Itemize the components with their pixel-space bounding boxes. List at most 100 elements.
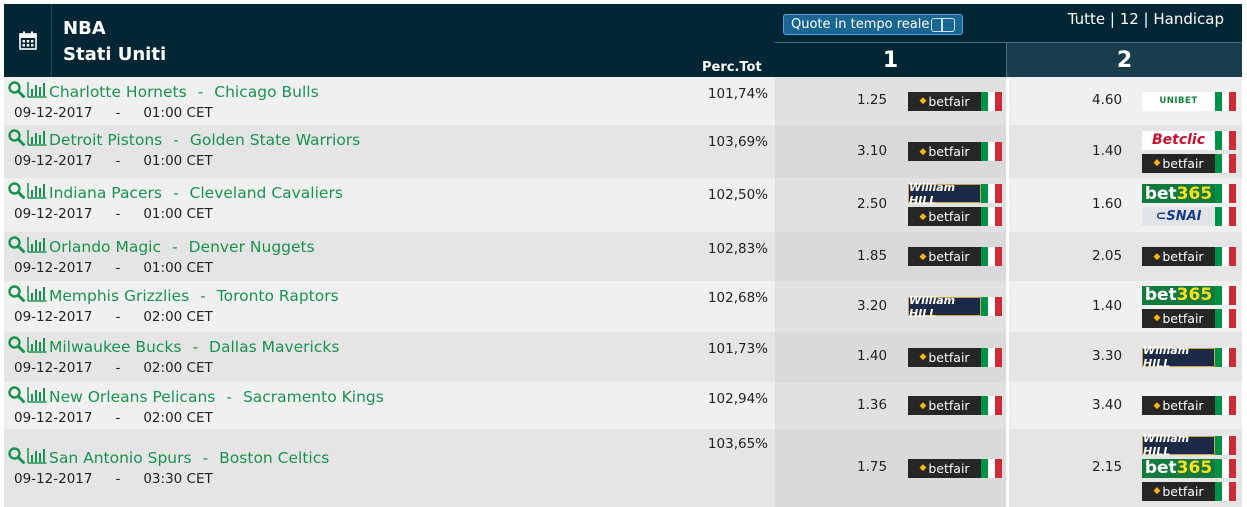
away-team-link[interactable]: Sacramento Kings [242,387,384,406]
home-team-link[interactable]: Memphis Grizzlies [49,286,190,305]
bookmaker-badge[interactable]: ◆ betfair [1142,396,1236,415]
market-filters[interactable]: Tutte | 12 | Handicap [1067,10,1224,28]
search-icon[interactable] [8,81,25,102]
odd-home[interactable]: 1.85 [857,247,888,264]
william-hill-logo: William HILL [1142,344,1215,370]
match-teams: Indiana Pacers - Cleveland Cavaliers [8,182,343,203]
odd-home[interactable]: 3.10 [857,142,888,159]
search-icon[interactable] [8,285,25,306]
column-header-1[interactable]: 1 [775,42,1007,78]
home-team-link[interactable]: Milwaukee Bucks [49,337,182,356]
bookmaker-badge[interactable]: William HILL [1142,344,1236,370]
away-team-link[interactable]: Chicago Bulls [214,82,319,101]
match-row[interactable]: New Orleans Pelicans - Sacramento Kings 09-… [4,382,1242,429]
betfair-logo: ◆ betfair [1142,396,1215,415]
bookmaker-badge[interactable]: ◆ betfair [908,458,1002,478]
odd-home[interactable]: 3.20 [857,297,888,314]
live-odds-toggle[interactable]: Quote in tempo reale [783,14,963,35]
stats-icon[interactable] [27,81,47,102]
match-row[interactable]: Milwaukee Bucks - Dallas Mavericks 09-12-20… [4,332,1242,382]
odd-away[interactable]: 3.40 [1092,396,1123,413]
away-team-link[interactable]: Denver Nuggets [188,237,315,256]
away-team-link[interactable]: Golden State Warriors [189,130,361,149]
bookmaker-badge[interactable]: bet 365 [1142,184,1236,204]
home-team-link[interactable]: San Antonio Spurs [49,448,192,467]
bookmaker-badge[interactable]: UNIBET [1142,91,1236,111]
column-header-2[interactable]: 2 [1007,42,1242,78]
toggle-icon[interactable] [931,18,955,32]
stats-icon[interactable] [27,447,47,468]
odd-away[interactable]: 3.30 [1092,348,1123,364]
stats-icon[interactable] [27,182,47,203]
stats-icon[interactable] [27,236,47,257]
italy-flag-icon [981,458,1002,478]
match-row[interactable]: Detroit Pistons - Golden State Warriors 09-… [4,125,1242,178]
bookmaker-badge[interactable]: ◆ betfair [908,91,1002,111]
search-icon[interactable] [8,336,25,357]
odd-away[interactable]: 4.60 [1092,92,1123,108]
odd-away[interactable]: 2.05 [1092,247,1123,264]
odd-away[interactable]: 1.40 [1092,142,1123,159]
odd-home[interactable]: 1.25 [857,92,888,108]
away-team-link[interactable]: Boston Celtics [219,448,330,467]
match-time: 01:00 CET [143,206,213,222]
away-team-link[interactable]: Cleveland Cavaliers [189,183,343,202]
home-team-link[interactable]: Charlotte Hornets [49,82,187,101]
bookmaker-badge[interactable]: ◆ betfair [1142,247,1236,266]
match-row[interactable]: Memphis Grizzlies - Toronto Raptors 09-12-2… [4,281,1242,332]
payout-percentage: 102,50% [707,187,768,203]
home-team-link[interactable]: Orlando Magic [49,237,161,256]
match-date: 09-12-2017 [14,309,93,325]
home-team-link[interactable]: Detroit Pistons [49,130,163,149]
match-time: 02:00 CET [143,360,213,376]
bookmaker-badge[interactable]: William HILL [908,294,1002,320]
odd-home[interactable]: 1.75 [857,459,888,475]
search-icon[interactable] [8,129,25,150]
bookmaker-badge[interactable]: ◆ betfair [908,347,1002,367]
away-team-link[interactable]: Toronto Raptors [216,286,339,305]
stats-icon[interactable] [27,129,47,150]
away-team-link[interactable]: Dallas Mavericks [209,337,340,356]
bookmaker-badge[interactable]: Betclic [1142,130,1236,150]
team-separator: - [192,337,199,356]
home-team-link[interactable]: Indiana Pacers [49,183,162,202]
bookmaker-badge[interactable]: ◆ betfair [1142,308,1236,328]
match-row[interactable]: Charlotte Hornets - Chicago Bulls 09-12-201… [4,77,1242,125]
odd-away[interactable]: 1.60 [1092,196,1123,212]
stats-icon[interactable] [27,336,47,357]
bookmaker-badge[interactable]: ◆ betfair [908,142,1002,161]
bookmaker-badge[interactable]: William HILL [908,181,1002,207]
stats-icon[interactable] [27,386,47,407]
search-icon[interactable] [8,447,25,468]
unibet-logo: UNIBET [1142,91,1215,111]
bookmaker-badge[interactable]: ◆ betfair [908,207,1002,226]
bookmaker-badge[interactable]: ⊂SNAI [1142,207,1236,226]
match-row[interactable]: Indiana Pacers - Cleveland Cavaliers 09-12-… [4,178,1242,232]
bookmaker-badge[interactable]: bet 365 [1142,458,1236,478]
bookmaker-badge[interactable]: bet 365 [1142,285,1236,305]
search-icon[interactable] [8,236,25,257]
match-row[interactable]: San Antonio Spurs - Boston Celtics 09-12-20… [4,429,1242,507]
bookmaker-badge[interactable]: ◆ betfair [908,247,1002,266]
match-datetime: 09-12-2017 - 02:00 CET [14,309,213,325]
match-row[interactable]: Orlando Magic - Denver Nuggets 09-12-2017-0… [4,232,1242,281]
bet365-logo: bet 365 [1142,458,1215,478]
italy-flag-icon [1215,285,1236,305]
odd-away[interactable]: 2.15 [1092,459,1123,475]
column-divider [1006,382,1009,429]
odd-home[interactable]: 1.40 [857,348,888,364]
odd-away[interactable]: 1.40 [1092,297,1123,314]
stats-icon[interactable] [27,285,47,306]
search-icon[interactable] [8,182,25,203]
calendar-icon[interactable] [4,4,52,77]
betfair-logo: ◆ betfair [1142,247,1215,266]
home-team-link[interactable]: New Orleans Pelicans [49,387,216,406]
bookmaker-badge[interactable]: William HILL [1142,432,1236,458]
odd-home[interactable]: 2.50 [857,196,888,212]
betfair-logo: ◆ betfair [908,347,981,367]
search-icon[interactable] [8,386,25,407]
odd-home[interactable]: 1.36 [857,396,888,413]
bookmaker-badge[interactable]: ◆ betfair [1142,481,1236,501]
bookmaker-badge[interactable]: ◆ betfair [1142,153,1236,173]
bookmaker-badge[interactable]: ◆ betfair [908,396,1002,415]
